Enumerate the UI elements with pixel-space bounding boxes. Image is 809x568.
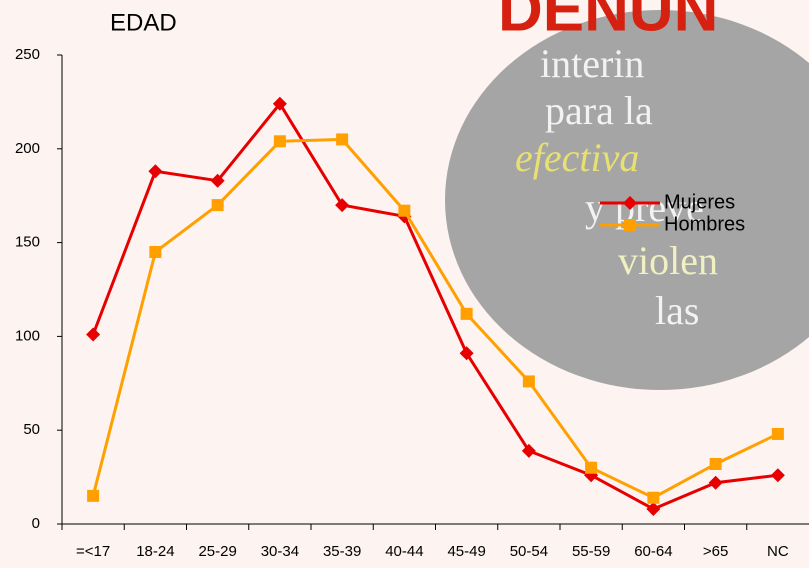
background-text: violen (618, 238, 718, 283)
data-point (585, 462, 597, 474)
data-point (398, 205, 410, 217)
x-tick-label: 40-44 (385, 543, 423, 560)
data-point (149, 246, 161, 258)
legend-label: Hombres (664, 213, 745, 235)
x-tick-label: 35-39 (323, 543, 361, 560)
y-tick-label: 250 (15, 46, 40, 63)
data-point (336, 133, 348, 145)
background-text: para la (545, 88, 653, 133)
y-tick-label: 150 (15, 234, 40, 251)
data-point (647, 492, 659, 504)
data-point (87, 490, 99, 502)
y-tick-label: 50 (23, 421, 40, 438)
background-text: las (655, 288, 699, 333)
y-tick-label: 200 (15, 140, 40, 157)
data-point (461, 308, 473, 320)
x-tick-label: =<17 (76, 543, 110, 560)
x-tick-label: 45-49 (447, 543, 485, 560)
y-tick-label: 0 (32, 515, 40, 532)
x-tick-label: >65 (703, 543, 728, 560)
legend-label: Mujeres (664, 191, 735, 213)
chart-title: EDAD (110, 9, 177, 36)
background-heading: DENUN (498, 0, 718, 44)
x-tick-label: 50-54 (510, 543, 548, 560)
chart: DENUN interin para la efectiva y preve v… (0, 0, 809, 568)
x-tick-label: 60-64 (634, 543, 672, 560)
x-tick-label: 55-59 (572, 543, 610, 560)
background-text: interin (540, 41, 644, 86)
x-tick-label: 25-29 (198, 543, 236, 560)
data-point (212, 199, 224, 211)
x-tick-label: 18-24 (136, 543, 174, 560)
data-point (624, 219, 636, 231)
x-tick-label: NC (767, 543, 789, 560)
x-tick-label: 30-34 (261, 543, 299, 560)
background-text: efectiva (515, 135, 639, 180)
data-point (772, 428, 784, 440)
data-point (274, 135, 286, 147)
y-tick-label: 100 (15, 327, 40, 344)
data-point (710, 458, 722, 470)
data-point (523, 375, 535, 387)
